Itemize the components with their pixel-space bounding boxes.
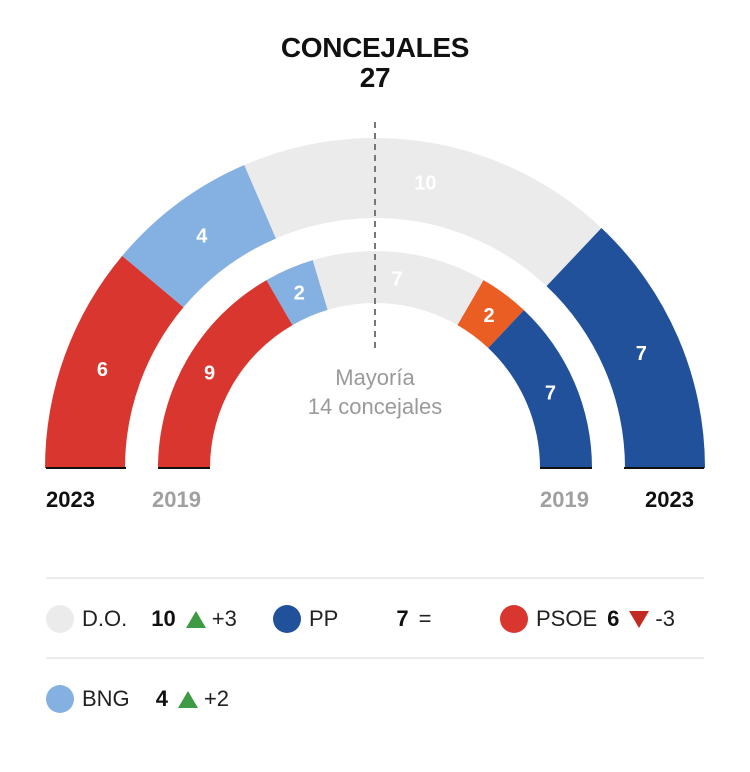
- legend-party-do: D.O.: [82, 606, 128, 631]
- seat-segment-2019-3: [457, 280, 524, 348]
- year-label-left-2019: 2019: [152, 487, 201, 512]
- seat-count-label-2023-0: 6: [97, 359, 108, 381]
- legend-dot-bng: [46, 685, 74, 713]
- legend-dot-pp: [273, 605, 301, 633]
- legend-item-bng: BNG 4 +2: [46, 684, 229, 714]
- up-arrow-icon: [177, 690, 198, 708]
- seat-segment-2019-0: [158, 280, 293, 468]
- seat-segment-2023-1: [122, 164, 276, 308]
- legend-item-pp: PP 7 =: [273, 604, 431, 634]
- year-label-right-2019: 2019: [540, 487, 589, 512]
- seat-segment-2019-1: [266, 260, 328, 326]
- total-seats: 27: [359, 62, 391, 93]
- legend-dot-do: [46, 605, 74, 633]
- chart-title: CONCEJALES 27: [0, 33, 750, 93]
- title-text: CONCEJALES: [280, 32, 470, 63]
- legend-seats-do: 10: [151, 606, 176, 631]
- legend-party-psoe: PSOE: [536, 606, 598, 631]
- seat-count-label-2023-3: 7: [636, 343, 647, 365]
- legend-party-bng: BNG: [82, 686, 130, 711]
- down-arrow-icon: [629, 610, 650, 628]
- seat-count-label-2019-1: 2: [294, 283, 305, 305]
- majority-seats-label: 14 concejales: [308, 394, 443, 419]
- legend-change-bng: +2: [203, 686, 230, 711]
- legend-seats-psoe: 6: [607, 606, 620, 631]
- seat-count-label-2019-4: 7: [545, 382, 556, 404]
- legend-dot-psoe: [500, 605, 528, 633]
- up-arrow-icon: [185, 610, 206, 628]
- seat-segment-2019-4: [488, 310, 592, 468]
- seat-count-label-2023-1: 4: [196, 225, 208, 247]
- seat-rings: 6 4 10 7 9 2 7 2 7: [45, 138, 705, 468]
- seat-count-label-2023-2: 10: [414, 172, 436, 194]
- legend-change-psoe: -3: [655, 606, 675, 631]
- legend-change-do: +3: [211, 606, 237, 631]
- legend-party-pp: PP: [309, 606, 339, 631]
- seat-segment-2023-3: [546, 227, 705, 468]
- legend-seats-bng: 4: [155, 686, 168, 711]
- majority-label: Mayoría: [335, 365, 415, 390]
- legend-item-psoe: PSOE 6 -3: [500, 604, 675, 634]
- legend-change-pp: =: [418, 606, 432, 631]
- legend-item-do: D.O. 10 +3: [46, 604, 237, 634]
- legend-middle-rule: [46, 657, 704, 659]
- legend-top-rule: [46, 577, 704, 579]
- year-label-left-2023: 2023: [46, 487, 95, 512]
- parliament-chart: 6 4 10 7 9 2 7 2 7 Mayoría 14 concejales 2023 20…: [45, 122, 705, 512]
- legend-seats-pp: 7: [396, 606, 409, 631]
- seat-count-label-2019-0: 9: [204, 363, 215, 385]
- seat-count-label-2019-2: 7: [392, 268, 403, 290]
- seat-segment-2019-2: [312, 251, 484, 326]
- seat-count-label-2019-3: 2: [483, 305, 494, 327]
- seat-segment-2023-0: [45, 255, 184, 468]
- seat-segment-2023-2: [244, 138, 602, 287]
- year-label-right-2023: 2023: [645, 487, 694, 512]
